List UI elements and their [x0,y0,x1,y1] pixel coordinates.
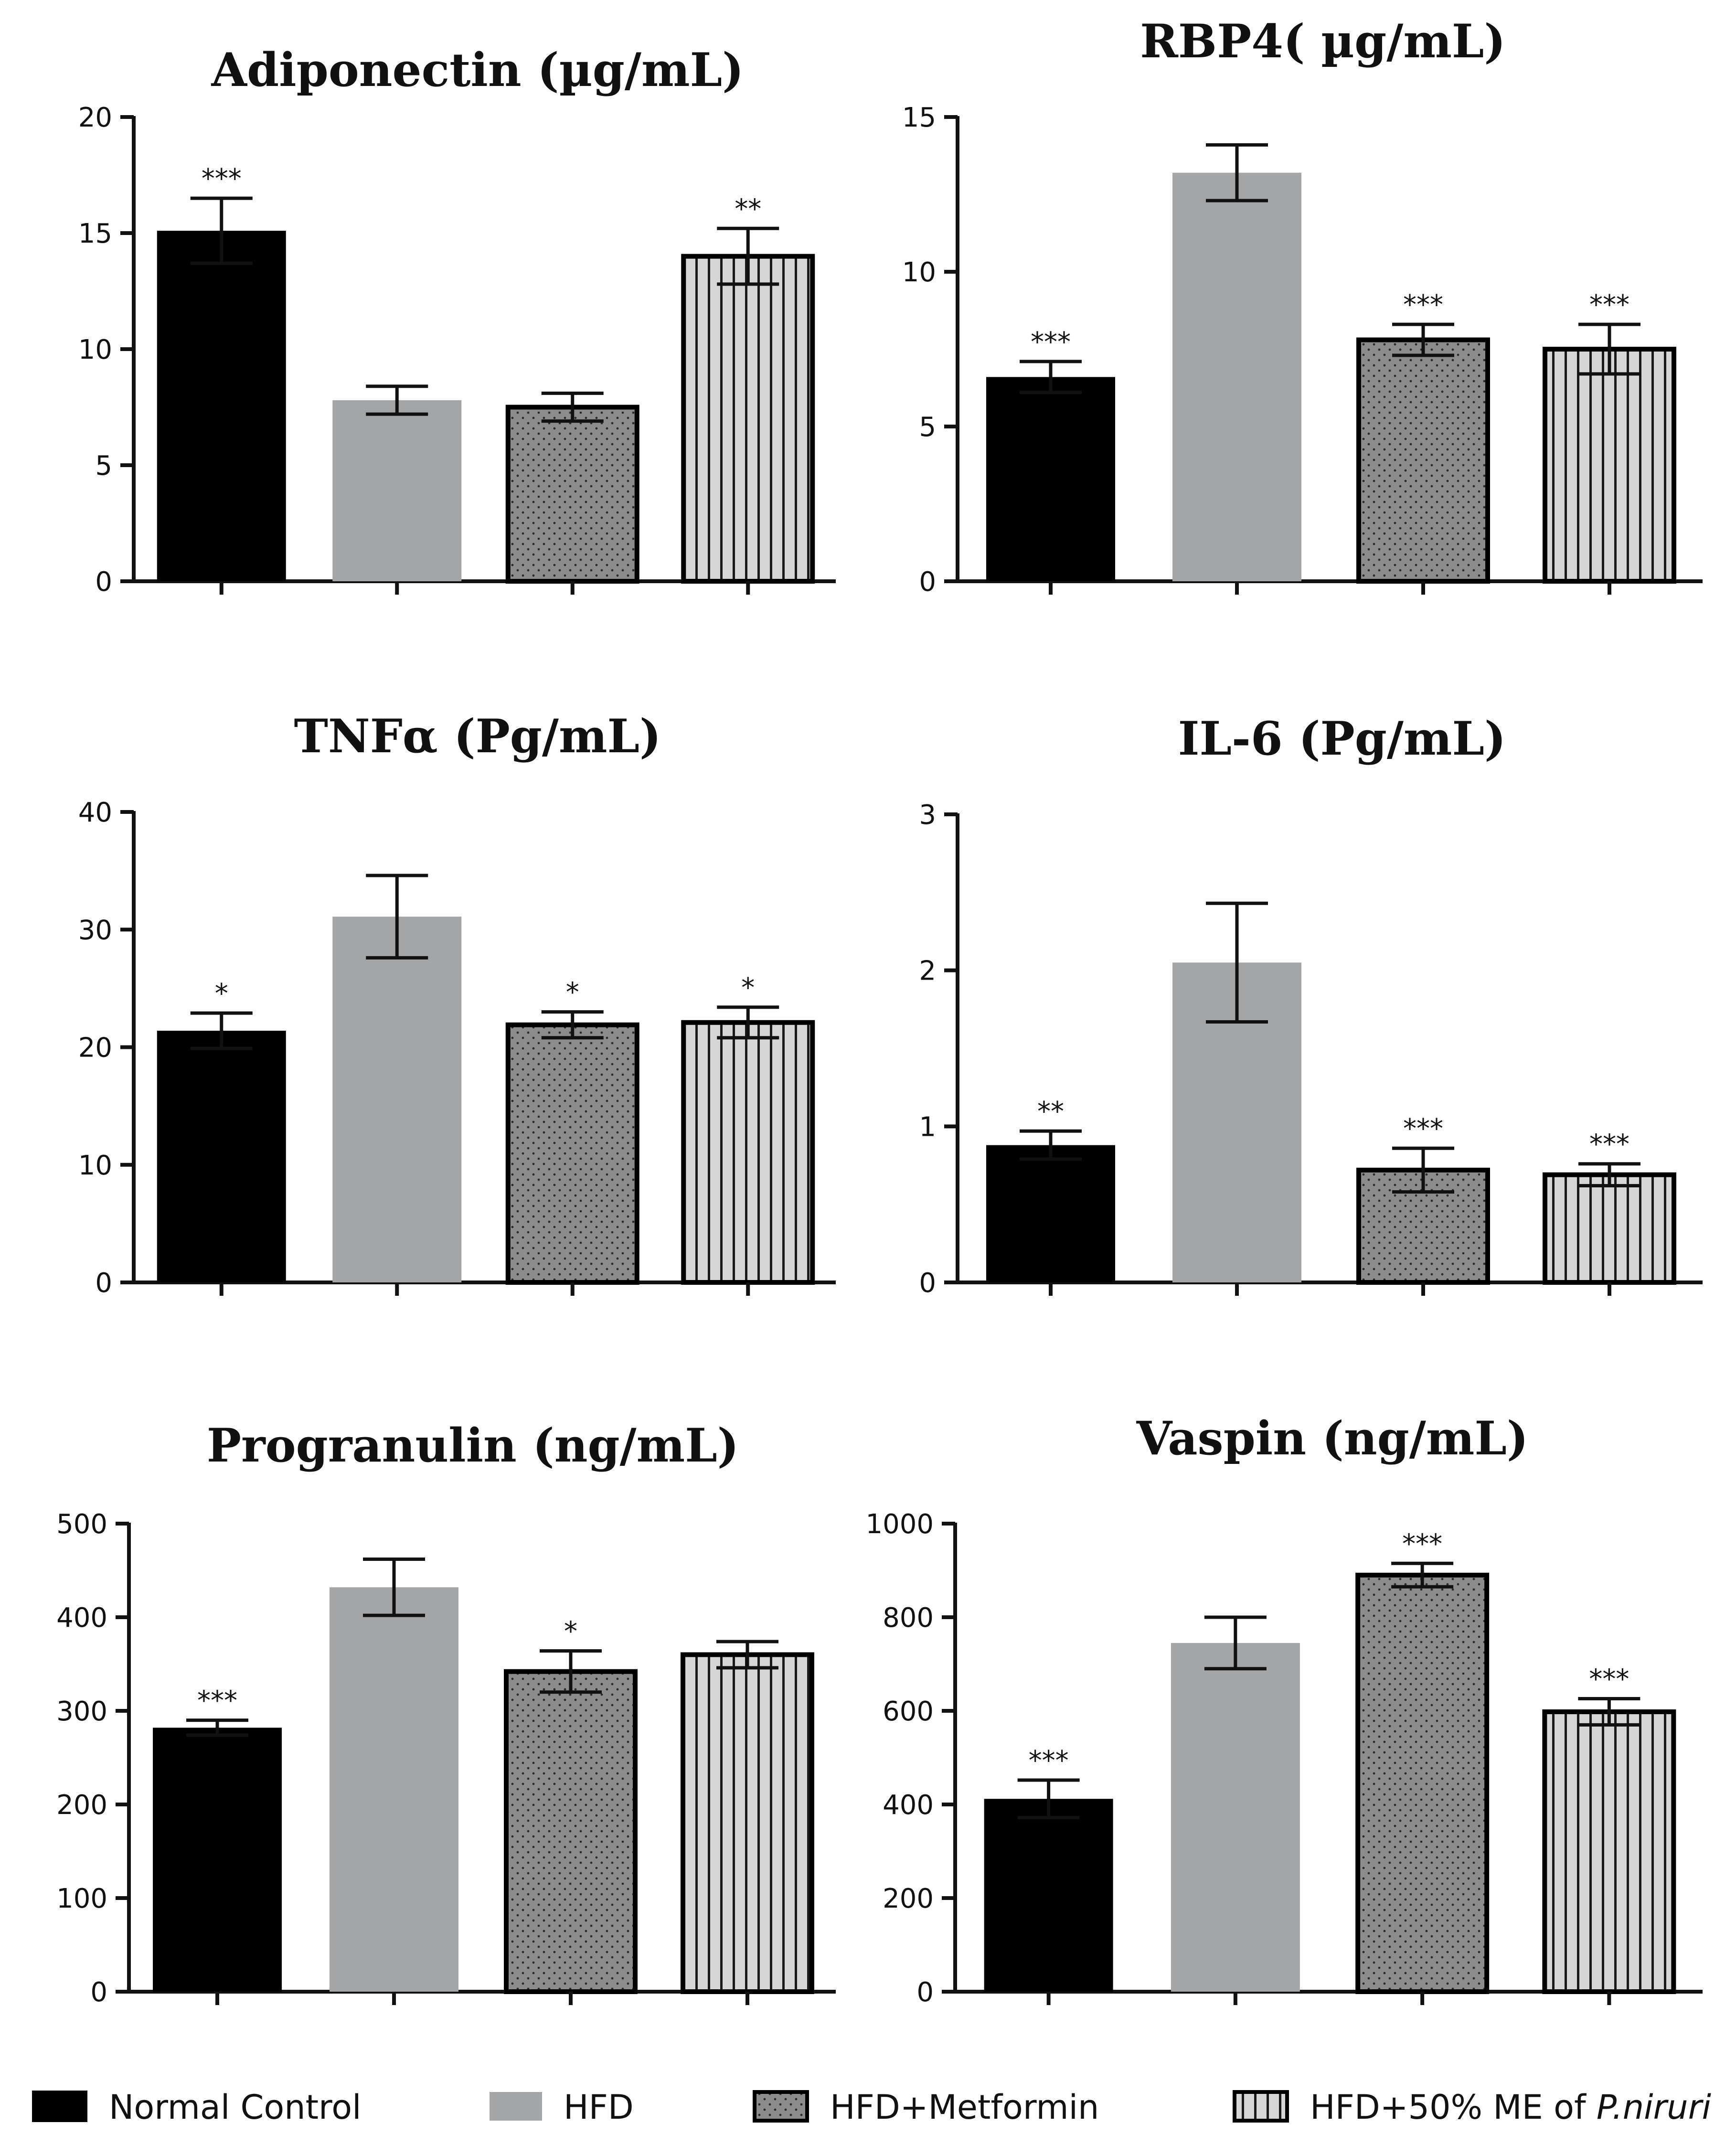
y-tick-label: 200 [56,1790,107,1821]
bar-4 [1543,1172,1676,1285]
significance-label: *** [1402,1528,1442,1559]
y-tick-label: 500 [56,1509,107,1540]
y-tick-label: 1 [919,1111,936,1142]
y-tick-label: 30 [78,915,112,946]
legend-label-hfd-pniruri-text: HFD+50% ME of [1310,2088,1597,2127]
bar-3 [1356,337,1490,584]
significance-label: ** [735,193,761,224]
y-tick-label: 10 [78,1150,112,1181]
chart-panel-2: RBP4( µg/mL) 0 5 10 15 *** *** *** [902,14,1703,598]
y-tick-label: 5 [919,412,936,443]
y-tick-label: 5 [95,450,112,481]
chart-title: TNFα (Pg/mL) [294,709,661,763]
bar-3 [505,1022,639,1285]
y-tick-label: 20 [78,1033,112,1064]
y-tick-label: 0 [919,566,936,598]
significance-label: * [215,978,228,1009]
bar-1 [157,231,286,581]
legend-item-normal-control: Normal Control [32,2088,362,2127]
bar-4 [681,254,815,584]
bar-1 [984,1799,1113,1992]
y-tick-label: 0 [919,1268,936,1299]
y-tick-label: 800 [883,1602,934,1633]
legend-label-hfd-metformin: HFD+Metformin [830,2088,1099,2127]
y-tick-label: 0 [95,566,112,598]
bar-1 [986,377,1115,581]
significance-label: *** [1589,1664,1629,1695]
bar-4 [1542,1709,1676,1994]
y-tick-label: 0 [916,1977,934,2008]
chart-title: Progranulin (ng/mL) [207,1419,739,1473]
legend-label-normal-control: Normal Control [109,2088,362,2127]
significance-label: *** [1589,1129,1629,1160]
legend-label-hfd: HFD [564,2088,634,2127]
bar-2 [332,400,462,581]
significance-label: * [741,972,755,1003]
bar-4 [681,1020,815,1285]
bar-3 [1355,1572,1490,1995]
legend-swatch-hfd-pniruri [1233,2090,1289,2123]
legend-item-hfd: HFD [490,2088,634,2127]
y-tick-label: 20 [78,102,112,133]
legend-item-hfd-pniruri: HFD+50% ME of P.niruri [1233,2088,1711,2127]
significance-label: *** [1589,289,1629,320]
significance-label: * [564,1616,577,1647]
bar-4 [1543,347,1676,584]
y-tick-label: 400 [56,1602,107,1633]
significance-label: *** [1029,1745,1069,1776]
legend-label-hfd-pniruri-italic: P.niruri [1597,2088,1712,2127]
significance-label: * [566,977,579,1008]
bar-3 [504,1669,638,1994]
bar-1 [153,1728,282,1992]
significance-label: ** [1037,1096,1064,1127]
bar-4 [681,1652,814,1994]
significance-label: *** [1403,1113,1443,1144]
bar-1 [157,1031,286,1282]
y-tick-label: 300 [56,1696,107,1727]
legend-swatch-hfd-metformin [753,2090,809,2123]
legend-swatch-normal-control [32,2091,87,2122]
y-tick-label: 100 [56,1883,107,1914]
legend-item-hfd-metformin: HFD+Metformin [753,2088,1099,2127]
y-tick-label: 3 [919,800,936,831]
y-tick-label: 10 [902,257,936,288]
bar-2 [1171,1643,1300,1992]
y-tick-label: 0 [90,1977,107,2008]
y-tick-label: 2 [919,956,936,987]
significance-label: *** [1031,327,1071,358]
y-tick-label: 200 [883,1883,934,1914]
y-tick-label: 0 [95,1268,112,1299]
legend-swatch-hfd [490,2092,542,2121]
y-tick-label: 15 [78,218,112,249]
significance-label: *** [197,1686,237,1717]
y-tick-label: 15 [902,102,936,133]
y-tick-label: 400 [883,1790,934,1821]
y-tick-label: 1000 [865,1509,934,1540]
y-tick-label: 10 [78,334,112,365]
bar-1 [986,1145,1115,1282]
bar-2 [332,917,462,1282]
significance-label: *** [202,163,242,194]
chart-panel-3: TNFα (Pg/mL) 0 10 20 30 40 * * * [78,709,836,1299]
bar-2 [330,1587,458,1992]
chart-title: IL-6 (Pg/mL) [1178,712,1506,766]
legend-label-hfd-pniruri: HFD+50% ME of P.niruri [1310,2088,1711,2127]
significance-label: *** [1403,289,1443,320]
chart-title: Adiponectin (µg/mL) [211,43,744,97]
chart-title: RBP4( µg/mL) [1140,14,1506,68]
bar-3 [505,405,639,584]
chart-title: Vaspin (ng/mL) [1136,1411,1529,1465]
bar-2 [1172,172,1301,581]
chart-panel-6: Vaspin (ng/mL) 0 200 400 600 800 1000 *** *** *** [865,1411,1703,2008]
legend: Normal Control HFD HFD+Metformin HFD+50%… [32,2088,1711,2127]
y-tick-label: 40 [78,797,112,828]
y-tick-label: 600 [883,1696,934,1727]
